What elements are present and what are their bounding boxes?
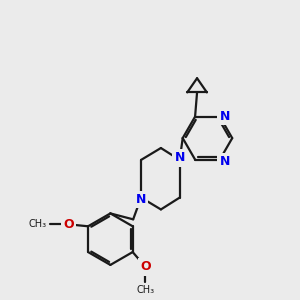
Text: N: N: [175, 152, 185, 164]
Text: CH₃: CH₃: [28, 219, 46, 229]
Text: N: N: [220, 110, 230, 123]
Text: O: O: [63, 218, 74, 231]
Text: N: N: [136, 193, 146, 206]
Text: CH₃: CH₃: [136, 285, 154, 295]
Text: N: N: [220, 155, 230, 168]
Text: O: O: [140, 260, 151, 273]
